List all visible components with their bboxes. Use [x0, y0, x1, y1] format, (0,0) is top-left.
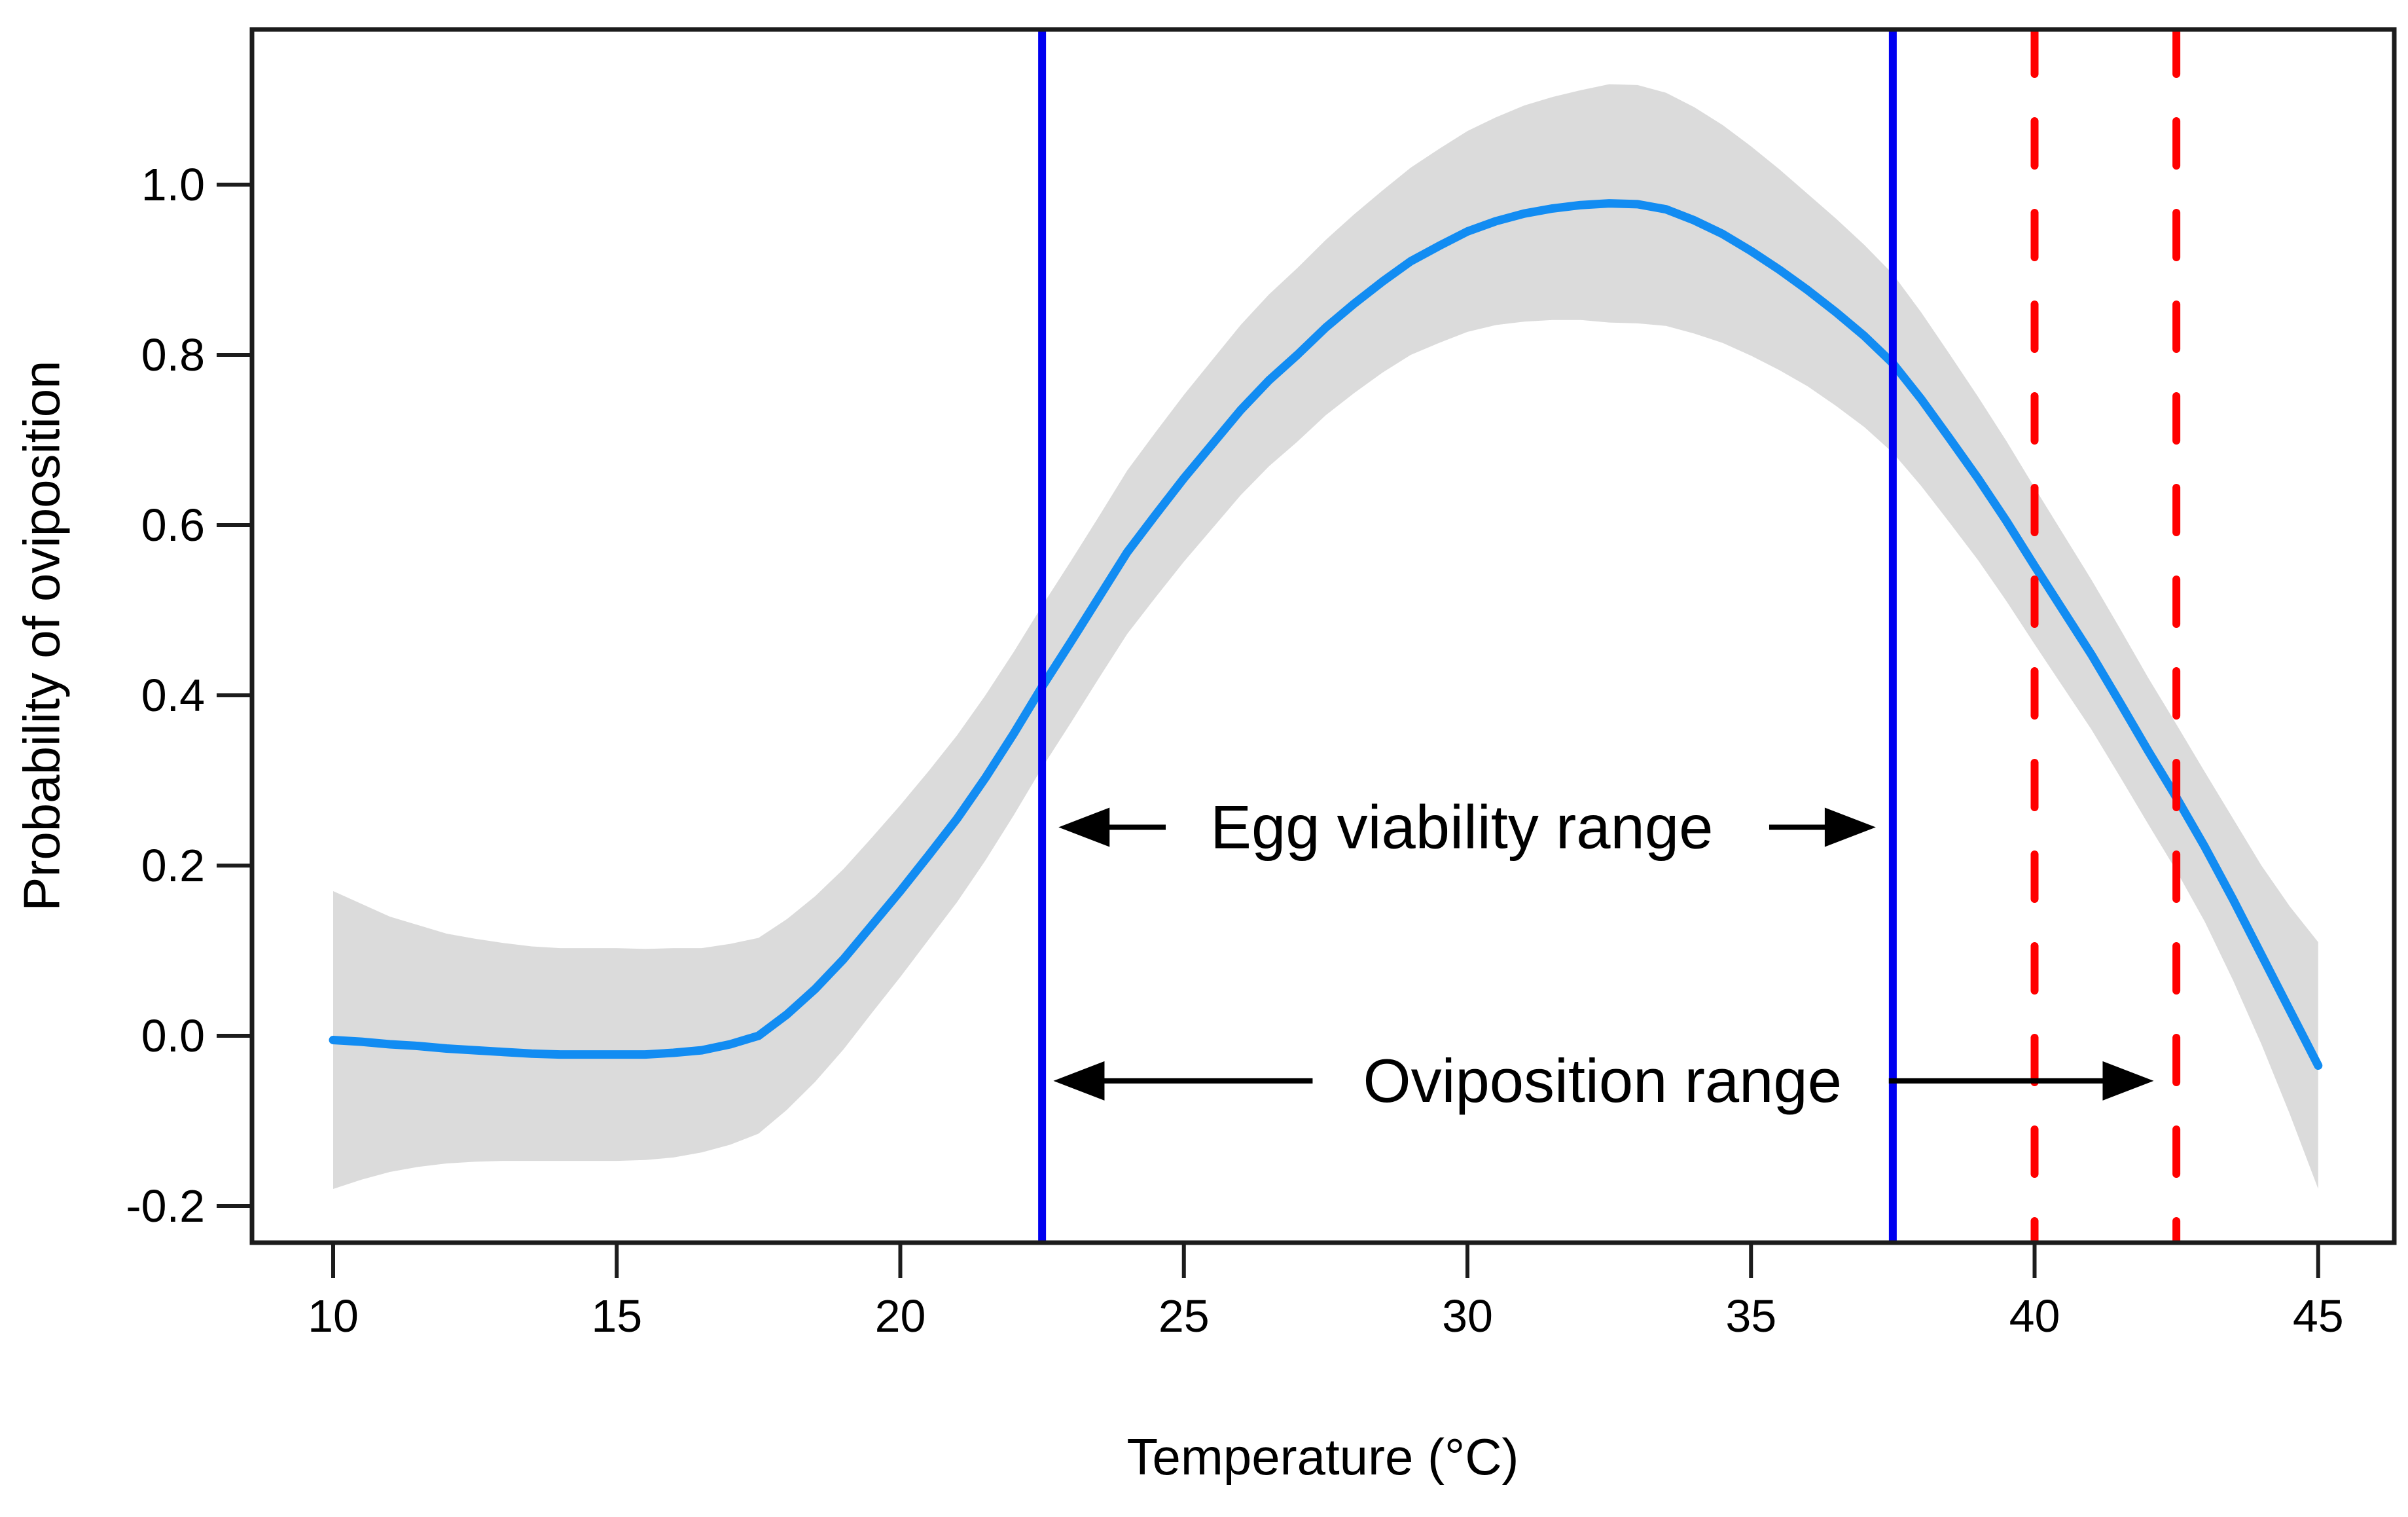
x-tick-label: 25	[1159, 1290, 1210, 1342]
x-axis-title: Temperature (°C)	[1126, 1428, 1519, 1486]
x-tick-label: 30	[1442, 1290, 1493, 1342]
plot-frame	[249, 27, 2397, 1245]
annotation-egg-viability-range: Egg viability range	[1058, 793, 1876, 862]
y-tick-label: 0.0	[141, 1010, 205, 1061]
y-axis-title: Probability of oviposition	[12, 360, 71, 911]
plot-area	[329, 29, 2323, 1243]
x-tick-label: 35	[1725, 1290, 1776, 1342]
x-tick-label: 15	[591, 1290, 642, 1342]
annotation-arrow-head	[1058, 807, 1110, 847]
x-tick-label: 40	[2009, 1290, 2060, 1342]
annotation-arrow-head	[2102, 1061, 2154, 1101]
annotation-arrow-head	[1824, 807, 1876, 847]
y-tick-label: 0.8	[141, 329, 205, 380]
fitted-oviposition-probability	[329, 199, 2323, 1070]
x-tick-label: 45	[2293, 1290, 2344, 1342]
annotation-oviposition-range: Oviposition range	[1053, 1046, 2154, 1115]
y-tick-label: 0.4	[141, 670, 205, 721]
annotation-text-egg-viability-range: Egg viability range	[1210, 793, 1713, 862]
annotation-text-oviposition-range: Oviposition range	[1363, 1046, 1842, 1115]
y-tick-label: 0.6	[141, 500, 205, 551]
x-tick-label: 10	[308, 1290, 359, 1342]
annotation-arrow-head	[1053, 1061, 1105, 1101]
y-tick-label: 1.0	[141, 159, 205, 210]
y-tick-label: 0.2	[141, 840, 205, 891]
x-tick-label: 20	[875, 1290, 926, 1342]
y-tick-label: -0.2	[126, 1180, 205, 1232]
confidence-band	[333, 84, 2318, 1190]
